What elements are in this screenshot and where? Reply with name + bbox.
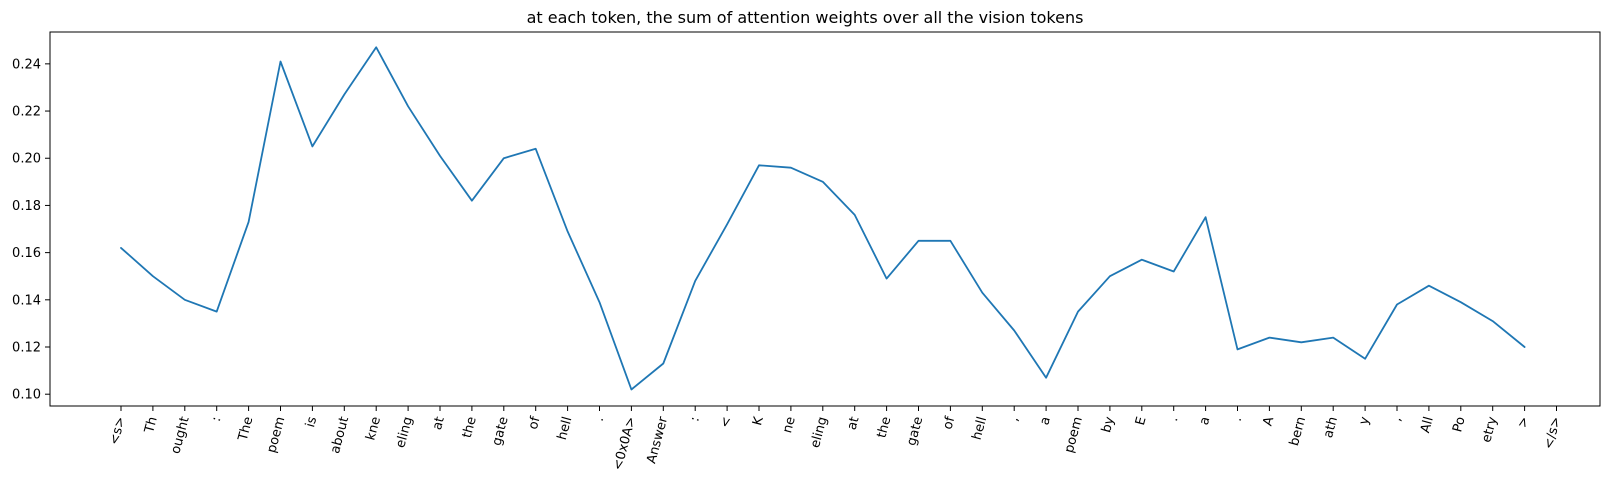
x-tick-label: hell xyxy=(970,415,991,442)
x-tick-label: the xyxy=(874,415,894,439)
x-tick-label: A xyxy=(1260,415,1277,428)
x-tick-label: etry xyxy=(1479,415,1500,444)
x-tick-label: bern xyxy=(1287,415,1309,447)
x-tick-label: about xyxy=(328,415,352,455)
y-tick-label: 0.18 xyxy=(12,199,41,214)
x-tick-label: eling xyxy=(808,415,831,450)
series-line xyxy=(120,46,1526,391)
x-tick-label: . xyxy=(592,415,608,423)
x-tick-label: . xyxy=(1230,415,1246,423)
x-axis: <s> Th ought: The poem is about kne eling at the ga… xyxy=(107,406,1564,472)
x-tick-label: y xyxy=(1356,415,1373,427)
y-tick-label: 0.20 xyxy=(12,152,41,167)
y-tick-label: 0.24 xyxy=(12,57,41,72)
x-tick-label: Po xyxy=(1450,415,1468,434)
x-tick-label: kne xyxy=(363,415,384,442)
plot-frame xyxy=(49,31,1601,407)
y-tick-label: 0.16 xyxy=(12,246,41,261)
x-tick-label: ne xyxy=(780,415,799,435)
x-tick-label: by xyxy=(1099,415,1118,435)
x-tick-label: . xyxy=(1166,415,1182,423)
y-tick-label: 0.10 xyxy=(12,388,41,403)
x-tick-label: the xyxy=(460,415,480,439)
y-tick-label: 0.14 xyxy=(12,293,41,308)
plot-area-border xyxy=(49,31,1601,407)
x-tick-label: of xyxy=(526,415,544,431)
x-tick-label: ought xyxy=(168,415,192,455)
series-layer xyxy=(120,46,1526,391)
y-tick-label: 0.22 xyxy=(12,105,41,120)
x-tick-label: : xyxy=(687,415,703,423)
x-tick-label: at xyxy=(845,415,863,432)
x-tick-label: a xyxy=(1037,415,1054,427)
x-tick-label: poem xyxy=(264,415,288,455)
y-tick-label: 0.12 xyxy=(12,341,41,356)
x-tick-label: hell xyxy=(555,415,576,442)
x-tick-label: Th xyxy=(142,415,161,435)
x-tick-label: at xyxy=(430,415,448,432)
x-tick-label: E xyxy=(1133,415,1150,427)
x-tick-label: K xyxy=(750,415,767,428)
x-tick-label: > xyxy=(1515,415,1532,429)
chart-title: at each token, the sum of attention weig… xyxy=(527,8,1084,27)
x-tick-label: gate xyxy=(904,415,926,447)
x-tick-label: , xyxy=(1389,415,1405,423)
x-tick-label: The xyxy=(235,415,256,443)
x-tick-label: gate xyxy=(490,415,512,447)
x-tick-label: poem xyxy=(1062,415,1086,455)
x-tick-label: is xyxy=(303,415,320,429)
x-tick-label: eling xyxy=(393,415,416,450)
x-tick-label: < xyxy=(718,415,735,429)
x-tick-label: <s> xyxy=(107,415,129,446)
x-tick-label: , xyxy=(1007,415,1023,423)
x-tick-label: <0x0A> xyxy=(611,415,640,472)
x-tick-label: a xyxy=(1197,415,1214,427)
y-axis: 0.10 0.12 0.14 0.16 0.18 0.20 0.22 0.24 xyxy=(12,57,50,403)
x-tick-label: All xyxy=(1418,415,1437,434)
x-tick-label: ath xyxy=(1321,415,1341,439)
x-tick-label: of xyxy=(941,415,959,431)
x-tick-label: </s> xyxy=(1541,415,1564,451)
x-tick-label: Answer xyxy=(644,415,671,466)
x-tick-label: : xyxy=(209,415,225,423)
